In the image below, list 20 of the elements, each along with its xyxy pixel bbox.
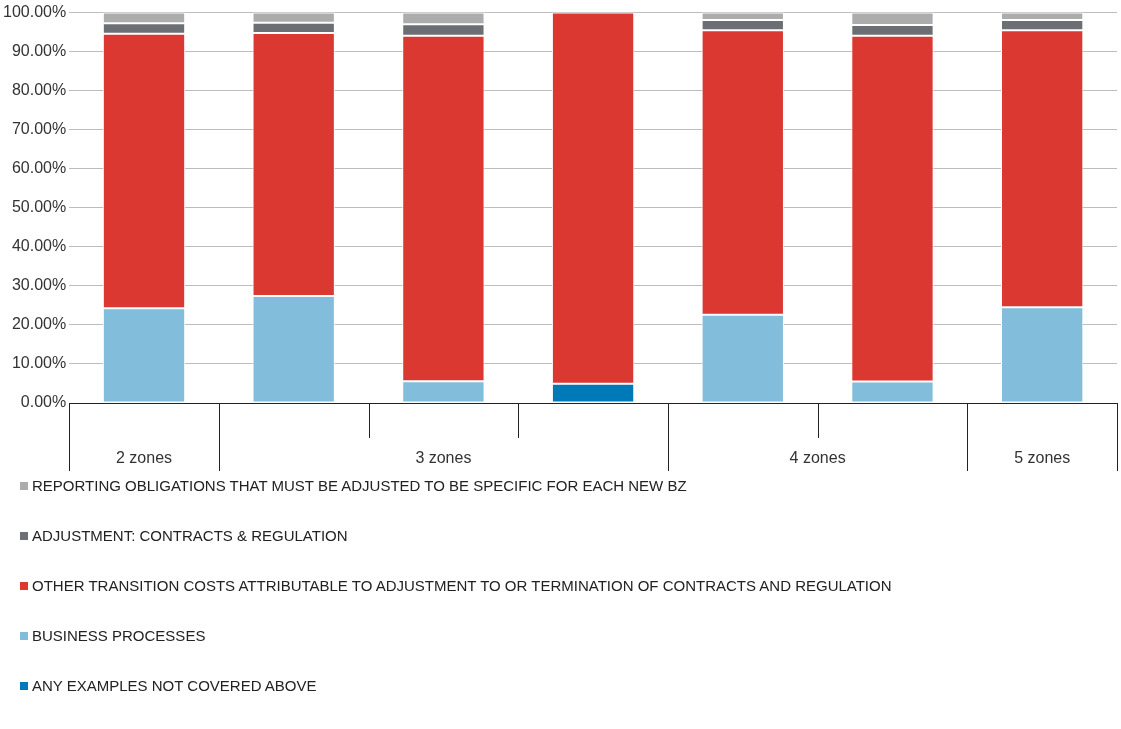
legend-label: REPORTING OBLIGATIONS THAT MUST BE ADJUSTED TO BE SPECIFIC FOR EACH NEW BZ [32,477,687,494]
text: 5 zones [1014,449,1071,467]
legend-label: BUSINESS PROCESSES [32,627,206,644]
y-tick-label: 50.00% [11,198,67,216]
text: 4 zones [789,449,846,467]
y-tick-label: 0.00% [20,393,67,411]
y-tick-label: 80.00% [11,81,67,99]
text: 2 zones [115,449,173,467]
y-tick-label: 20.00% [11,315,67,333]
legend-label: ADJUSTMENT: CONTRACTS & REGULATION [32,527,348,544]
text: 3 zones [415,449,472,467]
y-tick-label: 30.00% [11,276,67,294]
legend-label: OTHER TRANSITION COSTS ATTRIBUTABLE TO ADJUSTMENT TO OR TERMINATION OF CONTRACTS AND REGULATION [32,577,892,594]
y-tick-label: 70.00% [11,120,67,138]
y-tick-label: 40.00% [11,237,67,255]
y-tick-label: 10.00% [11,354,67,372]
y-tick-label: 60.00% [11,159,67,177]
y-tick-label: 90.00% [11,42,67,60]
y-tick-label: 100.00% [2,3,67,21]
legend-label: ANY EXAMPLES NOT COVERED ABOVE [32,677,317,694]
